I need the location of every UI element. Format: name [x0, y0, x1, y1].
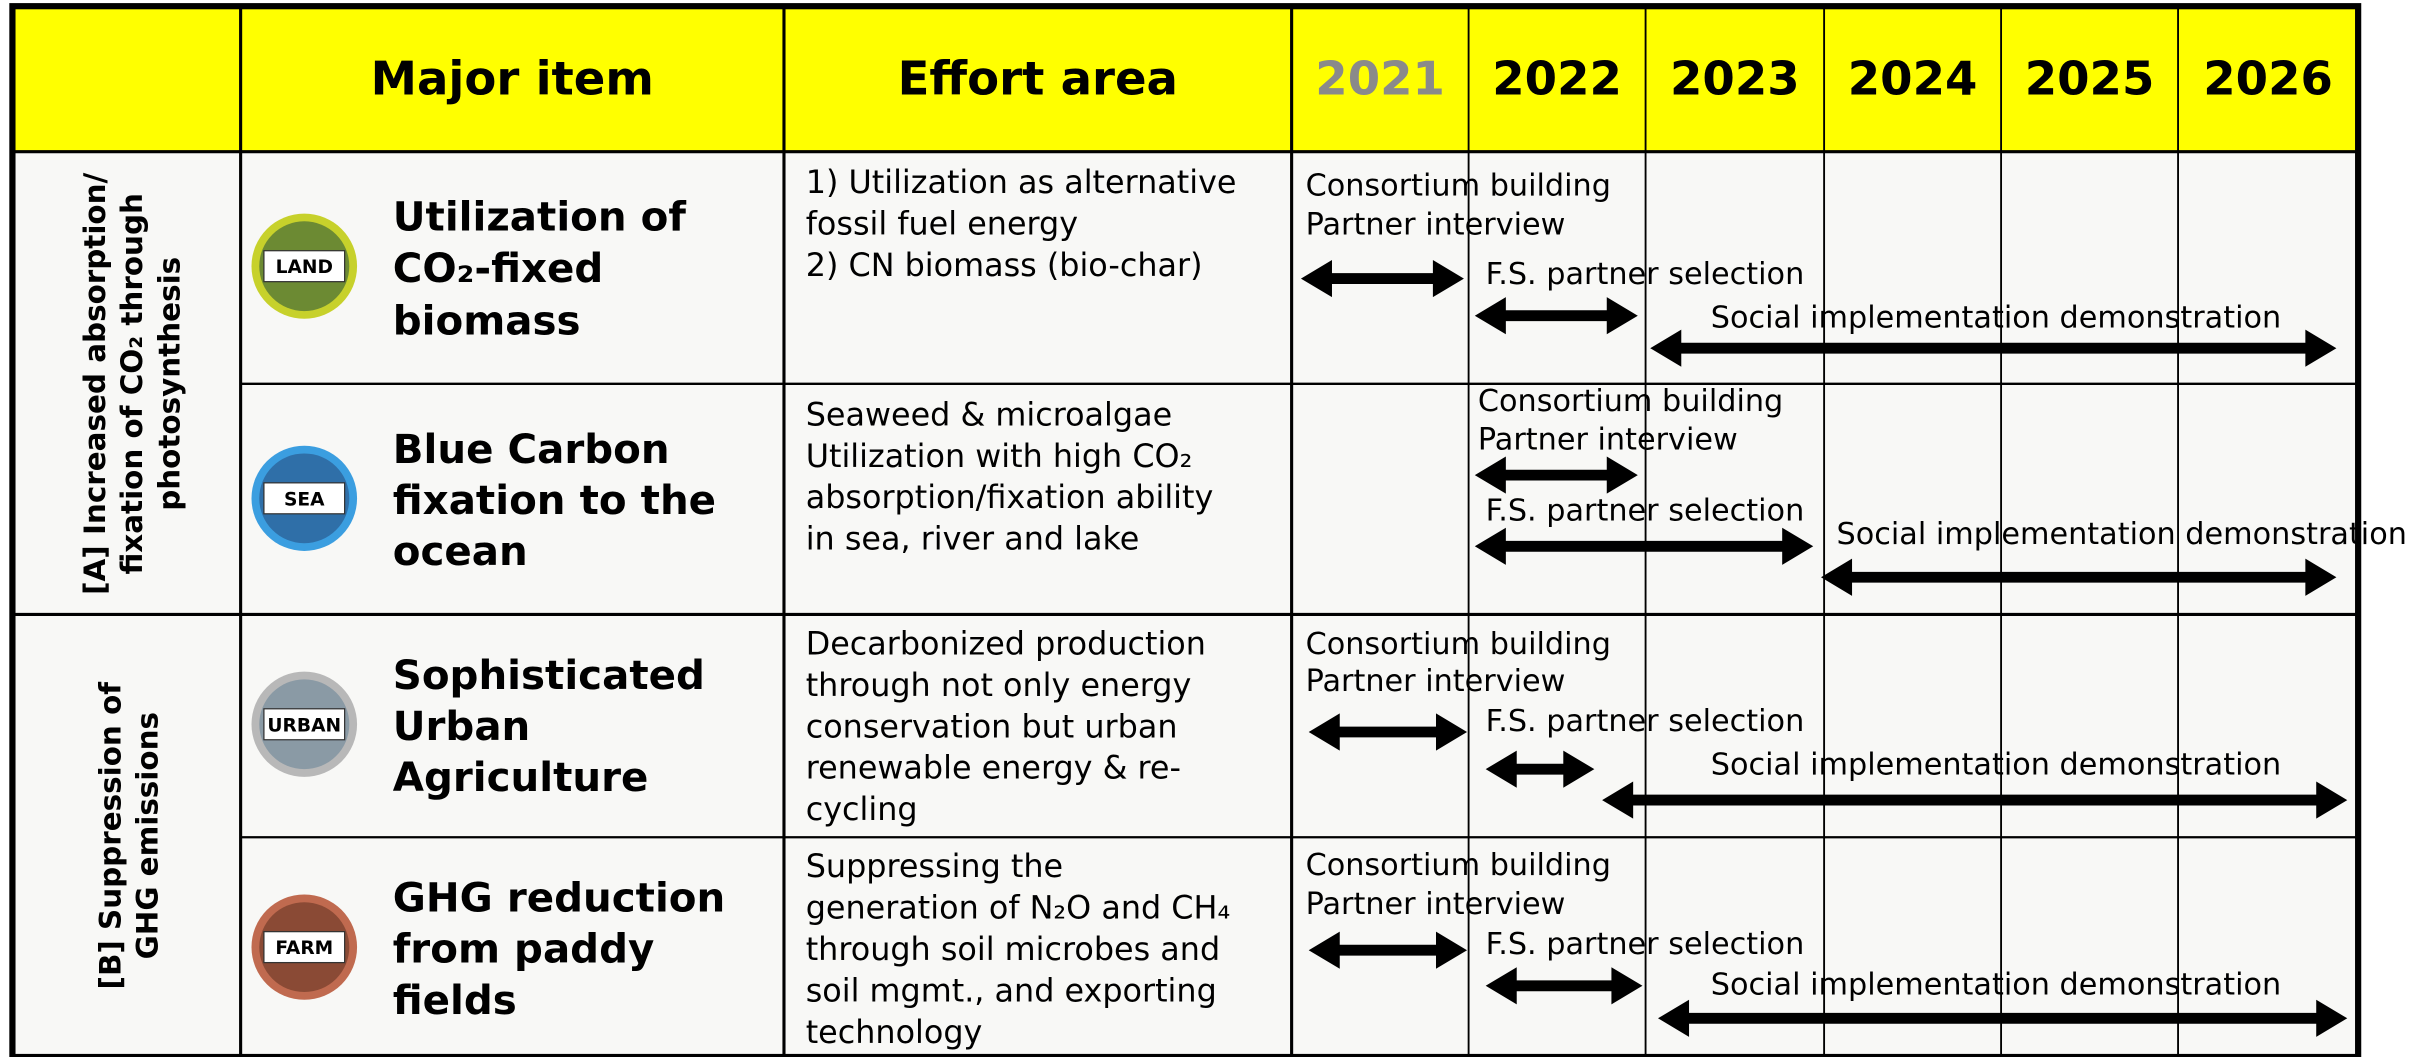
- timeline-label: Partner interview: [1306, 664, 1566, 699]
- timeline-label: Social implementation demonstration: [1711, 748, 2281, 783]
- roadmap-table: Major item Effort area 2021 2022 2023 2024 202…: [0, 0, 2428, 1057]
- timeline-label: Social implementation demonstration: [1711, 300, 2281, 335]
- column-header: 2024: [1848, 52, 1978, 106]
- effort-area: through soil microbes and: [806, 932, 1220, 968]
- column-header: Effort area: [898, 52, 1178, 106]
- column-header: 2025: [2025, 52, 2155, 106]
- effort-area: Suppressing the: [806, 849, 1063, 885]
- major-item: ocean: [393, 528, 528, 575]
- header-background: [12, 6, 2358, 151]
- effort-area: absorption/fixation ability: [806, 480, 1214, 516]
- column-header: Major item: [371, 52, 654, 106]
- effort-area: generation of N₂O and CH₄: [806, 891, 1230, 927]
- effort-area: 2) CN biomass (bio-char): [806, 248, 1203, 284]
- effort-area: technology: [806, 1015, 983, 1051]
- major-item: biomass: [393, 297, 581, 344]
- timeline-label: F.S. partner selection: [1486, 927, 1805, 962]
- major-item: GHG reduction: [393, 875, 726, 922]
- major-item: CO₂-fixed: [393, 245, 604, 292]
- timeline-label: Partner interview: [1306, 887, 1566, 922]
- timeline-label: Consortium building: [1478, 384, 1783, 419]
- group-label: GHG emissions: [131, 712, 165, 959]
- timeline-label: Social implementation demonstration: [1837, 517, 2407, 552]
- icon-label: FARM: [275, 938, 333, 959]
- major-item: Agriculture: [393, 754, 649, 801]
- effort-area: cycling: [806, 792, 918, 828]
- major-item: Blue Carbon: [393, 426, 670, 473]
- effort-area: soil mgmt., and exporting: [806, 974, 1217, 1010]
- effort-area: fossil fuel energy: [806, 207, 1078, 243]
- column-header: 2022: [1492, 52, 1622, 106]
- major-item: Utilization of: [393, 194, 687, 241]
- major-item: Sophisticated: [393, 652, 705, 699]
- timeline-label: F.S. partner selection: [1486, 704, 1805, 739]
- group-label: photosynthesis: [152, 257, 186, 511]
- major-item: from paddy: [393, 926, 655, 973]
- group-label: fixation of CO₂ through: [115, 193, 149, 574]
- page: Major item Effort area 2021 2022 2023 2024 202…: [0, 0, 2428, 1057]
- timeline-label: F.S. partner selection: [1486, 494, 1805, 529]
- major-item: fixation to the: [393, 477, 716, 524]
- effort-area: through not only energy: [806, 668, 1192, 704]
- timeline-label: Consortium building: [1306, 169, 1611, 204]
- column-header: 2026: [2203, 52, 2333, 106]
- icon-label: LAND: [276, 257, 333, 278]
- column-header: 2023: [1670, 52, 1800, 106]
- timeline-label: Social implementation demonstration: [1711, 967, 2281, 1002]
- timeline-label: Partner interview: [1306, 207, 1566, 242]
- timeline-label: Consortium building: [1306, 848, 1611, 883]
- timeline-label: Partner interview: [1478, 423, 1738, 458]
- effort-area: Utilization with high CO₂: [806, 439, 1193, 475]
- group-label: [B] Suppression of: [93, 681, 127, 990]
- major-item: fields: [393, 977, 517, 1024]
- effort-area: Seaweed & microalgae: [806, 397, 1172, 433]
- major-item: Urban: [393, 703, 531, 750]
- icon-label: URBAN: [267, 715, 341, 736]
- group-label: [A] Increased absorption/: [78, 172, 112, 594]
- effort-area: renewable energy & re-: [806, 751, 1181, 787]
- column-header: 2021: [1315, 52, 1445, 106]
- effort-area: conservation but urban: [806, 709, 1178, 745]
- effort-area: 1) Utilization as alternative: [806, 165, 1237, 201]
- timeline-label: F.S. partner selection: [1486, 257, 1805, 292]
- icon-label: SEA: [284, 489, 325, 510]
- timeline-label: Consortium building: [1306, 627, 1611, 662]
- effort-area: Decarbonized production: [806, 626, 1206, 662]
- effort-area: in sea, river and lake: [806, 522, 1140, 558]
